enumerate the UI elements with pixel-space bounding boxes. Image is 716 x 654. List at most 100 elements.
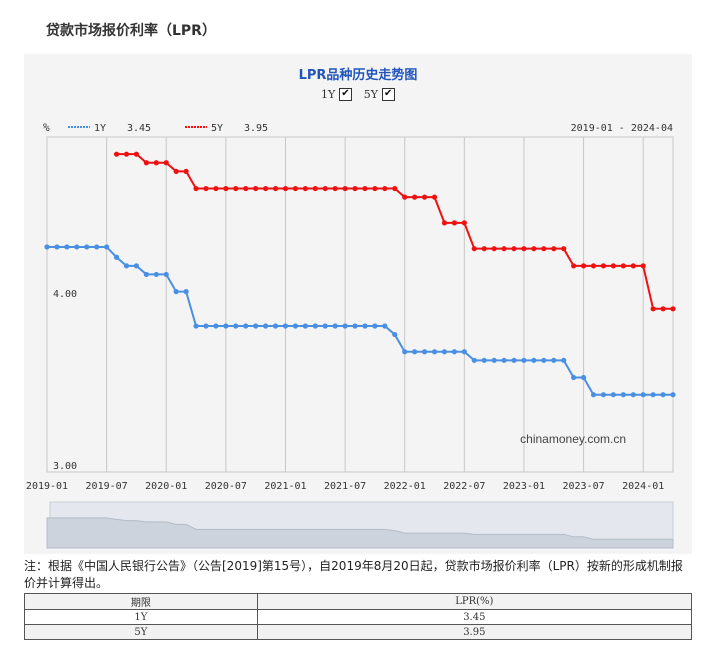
data-point-1y — [243, 323, 249, 329]
x-tick-label: 2021-07 — [324, 481, 366, 492]
data-point-1y — [163, 271, 169, 278]
data-point-1y — [362, 323, 368, 329]
data-point-5y — [352, 185, 358, 192]
line-chart: 2019-01 2019-07 2020-01 2020-07 2021-01 2021-… — [26, 121, 676, 549]
data-point-5y — [402, 194, 408, 200]
data-point-5y — [282, 185, 289, 192]
data-point-1y — [292, 323, 299, 329]
data-point-1y — [441, 349, 448, 355]
data-point-5y — [471, 246, 477, 252]
x-tick-label: 2020-07 — [205, 481, 247, 492]
data-point-1y — [461, 349, 467, 355]
data-point-5y — [322, 185, 328, 192]
table-header-row: 期限 LPR(%) — [24, 593, 693, 610]
data-point-5y — [342, 185, 348, 192]
data-point-5y — [223, 185, 229, 192]
checkbox-5y[interactable] — [382, 88, 396, 101]
data-point-1y — [203, 323, 209, 329]
x-tick-label: 2023-01 — [503, 481, 545, 492]
legend-value-5y: 3.95 — [244, 123, 268, 134]
watermark: chinamoney.com.cn — [520, 432, 626, 446]
cell-term: 5Y — [24, 624, 258, 640]
data-point-1y — [213, 323, 219, 329]
data-point-5y — [272, 185, 279, 192]
data-point-5y — [501, 246, 507, 252]
toggle-5y-label: 5Y — [363, 88, 379, 101]
data-point-1y — [84, 244, 90, 250]
data-point-1y — [352, 323, 358, 329]
data-point-1y — [630, 392, 636, 398]
series-toggles: 1Y 5Y — [24, 88, 692, 101]
data-point-5y — [670, 306, 676, 312]
x-tick-label: 2024-01 — [622, 481, 664, 492]
cell-term: 1Y — [24, 609, 258, 625]
checkbox-1y[interactable] — [339, 88, 353, 101]
x-tick-label: 2019-07 — [86, 481, 128, 492]
data-point-1y — [54, 244, 60, 250]
data-point-5y — [551, 246, 557, 252]
data-point-5y — [263, 185, 269, 192]
data-point-1y — [233, 323, 239, 329]
data-point-5y — [491, 246, 497, 252]
data-point-5y — [153, 160, 159, 166]
data-point-5y — [193, 185, 199, 192]
data-point-5y — [123, 151, 130, 157]
data-point-5y — [610, 263, 616, 269]
data-point-5y — [243, 185, 249, 192]
data-point-5y — [203, 185, 209, 192]
data-point-1y — [511, 357, 517, 363]
toggle-1y[interactable]: 1Y — [321, 88, 353, 101]
data-point-1y — [382, 323, 388, 329]
data-point-1y — [402, 349, 408, 355]
data-point-5y — [421, 194, 428, 200]
data-point-5y — [173, 168, 179, 174]
data-point-1y — [342, 323, 348, 329]
data-point-1y — [650, 392, 656, 398]
data-point-1y — [491, 357, 497, 363]
cell-rate: 3.45 — [256, 609, 693, 625]
data-point-5y — [412, 194, 418, 200]
page-title: 贷款市场报价利率（LPR） — [46, 23, 216, 39]
data-point-1y — [94, 244, 100, 250]
data-point-1y — [312, 323, 318, 329]
data-point-5y — [580, 263, 587, 269]
data-point-5y — [382, 185, 388, 192]
data-point-1y — [223, 323, 229, 329]
data-point-1y — [143, 271, 149, 278]
legend-name-1y: 1Y — [94, 123, 106, 134]
data-point-1y — [173, 289, 179, 295]
data-point-5y — [620, 263, 626, 269]
data-point-1y — [44, 244, 50, 250]
table-row: 1Y 3.45 — [24, 609, 693, 625]
data-point-1y — [590, 392, 597, 398]
toggle-5y[interactable]: 5Y — [363, 88, 396, 101]
data-point-5y — [660, 306, 666, 312]
data-point-1y — [421, 349, 428, 355]
data-point-1y — [600, 392, 607, 398]
data-point-5y — [640, 263, 646, 269]
data-point-5y — [143, 160, 149, 166]
data-point-1y — [451, 349, 457, 355]
data-point-1y — [263, 323, 269, 329]
data-point-1y — [620, 392, 626, 398]
date-range: 2019-01 - 2024-04 — [571, 123, 673, 134]
data-point-1y — [501, 357, 507, 363]
data-point-1y — [193, 323, 199, 329]
data-point-5y — [431, 194, 438, 200]
data-point-1y — [431, 349, 438, 355]
data-point-5y — [571, 263, 577, 269]
x-tick-label: 2020-01 — [145, 481, 187, 492]
data-point-5y — [332, 185, 338, 192]
data-point-1y — [660, 392, 666, 398]
table-row: 5Y 3.95 — [24, 624, 693, 640]
chart-title: LPR品种历史走势图 — [298, 68, 418, 83]
data-point-5y — [362, 185, 368, 192]
data-point-1y — [332, 323, 338, 329]
data-point-5y — [561, 246, 567, 252]
data-point-5y — [183, 168, 189, 174]
cell-rate: 3.95 — [256, 624, 693, 640]
data-point-1y — [133, 263, 140, 269]
data-point-1y — [183, 289, 189, 295]
data-point-5y — [372, 185, 378, 192]
data-point-1y — [74, 244, 80, 250]
